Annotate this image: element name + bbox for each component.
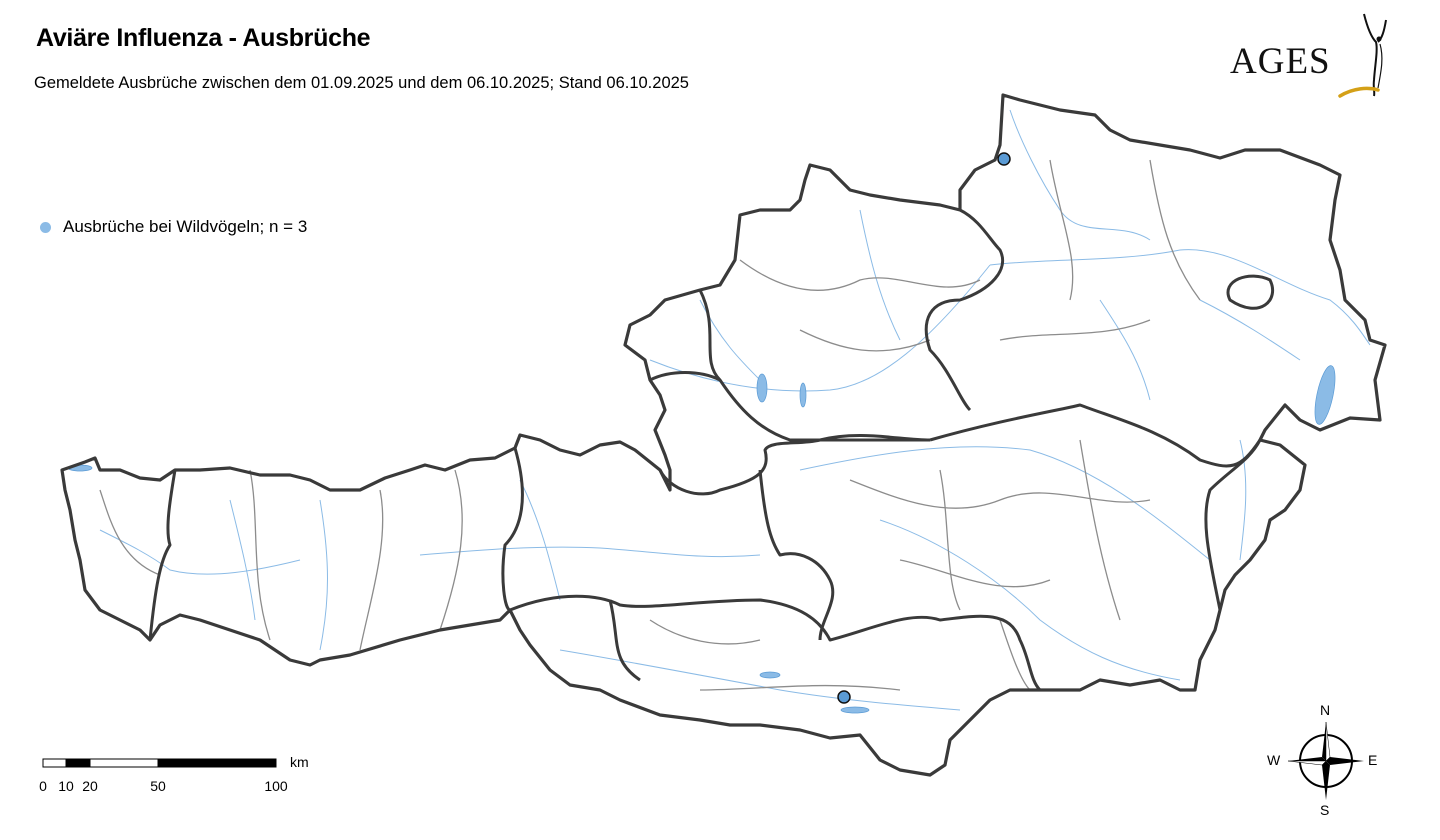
legend-label: Ausbrüche bei Wildvögeln; n = 3 bbox=[63, 217, 308, 236]
scale-segment bbox=[157, 758, 277, 768]
logo-text: AGES bbox=[1230, 41, 1331, 82]
logo-figure-icon bbox=[1338, 13, 1387, 98]
lake-millstaetter-see bbox=[759, 671, 781, 679]
scale-segment bbox=[65, 758, 91, 768]
compass-north: N bbox=[1320, 702, 1331, 718]
outbreak-marker[interactable] bbox=[837, 690, 851, 704]
lakes bbox=[67, 365, 1336, 714]
map-subtitle: Gemeldete Ausbrüche zwischen dem 01.09.2… bbox=[34, 74, 689, 92]
lake-neusiedler-see bbox=[1314, 365, 1336, 425]
map-title: Aviäre Influenza - Ausbrüche bbox=[36, 24, 371, 52]
legend: Ausbrüche bei Wildvögeln; n = 3 bbox=[40, 217, 307, 237]
scale-bar bbox=[42, 758, 277, 768]
ages-logo: AGES bbox=[1228, 10, 1388, 100]
legend-wild-bird-marker-icon bbox=[40, 221, 51, 233]
scale-segment bbox=[42, 758, 67, 768]
outbreak-marker[interactable] bbox=[997, 152, 1011, 166]
lake-attersee bbox=[756, 373, 768, 403]
lake-traunsee bbox=[799, 382, 807, 408]
river-network bbox=[99, 109, 1371, 711]
lake-woerthersee bbox=[840, 706, 870, 714]
scale-tick-label: 10 bbox=[58, 778, 74, 794]
scale-tick-label: 0 bbox=[39, 778, 47, 794]
scale-tick-label: 50 bbox=[150, 778, 166, 794]
district-borders bbox=[99, 159, 1201, 691]
austria-outline bbox=[60, 93, 1387, 777]
scale-tick-label: 20 bbox=[82, 778, 98, 794]
scale-segment bbox=[89, 758, 159, 768]
state-borders bbox=[148, 208, 1275, 692]
scale-tick-label: 100 bbox=[264, 778, 288, 794]
compass-south: S bbox=[1320, 802, 1330, 818]
compass-east: E bbox=[1368, 752, 1378, 768]
north-arrow-compass-icon bbox=[1287, 721, 1364, 800]
scale-unit: km bbox=[290, 754, 309, 770]
compass-west: W bbox=[1267, 752, 1281, 768]
